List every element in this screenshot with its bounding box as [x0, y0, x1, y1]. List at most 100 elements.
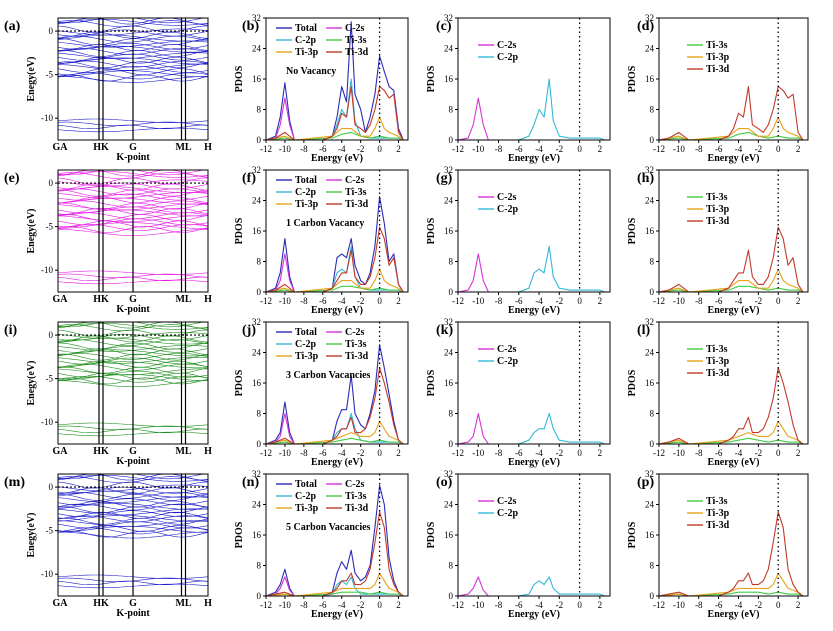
pdos-xtick-label: -8	[495, 144, 503, 154]
legend-label: C-2s	[497, 192, 517, 203]
band-structure-panel: 0 -5 -10 GA HK G ML H K-point Enegy(eV) (m)	[4, 473, 212, 619]
pdos-ytick-label: 8	[449, 409, 454, 419]
pdos-xtick-label: -8	[300, 600, 308, 610]
pdos-xtick-label: -8	[695, 600, 703, 610]
pdos-xtick-label: -12	[260, 296, 272, 306]
pdos-ytick-label: 16	[645, 530, 655, 540]
pdos-xtick-label: 0	[377, 600, 382, 610]
band-frame	[57, 321, 209, 445]
legend-label: Ti-3s	[706, 192, 728, 203]
legend-label: C-2s	[345, 175, 365, 186]
pdos-xtick-label: -2	[556, 448, 564, 458]
panel-label: (o)	[436, 475, 453, 490]
pdos-ytick-label: 0	[449, 135, 454, 145]
legend-label: C-2p	[497, 508, 519, 519]
series-line-c-2p	[458, 576, 606, 597]
band-frame	[57, 17, 209, 141]
series-line-c-2p	[458, 245, 606, 293]
kpoint-label: GA	[53, 446, 69, 457]
pdos-xlabel: Energy (eV)	[508, 305, 560, 316]
pdos-xtick-label: -10	[673, 448, 685, 458]
pdos-xtick-label: -4	[338, 600, 346, 610]
pdos-xtick-label: -10	[472, 600, 484, 610]
series-line-ti-3p	[265, 572, 404, 597]
pdos-xtick-label: -4	[535, 296, 543, 306]
legend-label: Total	[295, 175, 317, 186]
pdos-ytick-label: 8	[650, 561, 655, 571]
legend-label: C-2p	[295, 35, 317, 46]
pdos-xtick-label: -4	[735, 448, 743, 458]
pdos-xtick-label: -12	[452, 448, 464, 458]
legend-label: Ti-3p	[706, 204, 730, 215]
pdos-ytick-label: 32	[645, 165, 654, 175]
pdos-ytick-label: 24	[645, 500, 655, 510]
panel-label: (a)	[4, 19, 21, 34]
pdos-xtick-label: -10	[673, 600, 685, 610]
panel-label: (i)	[4, 323, 18, 338]
pdos-xtick-label: 0	[776, 144, 781, 154]
pdos-ytick-label: 0	[257, 439, 262, 449]
band-ytick-label: -10	[41, 265, 53, 275]
pdos-ylabel: PDOS	[627, 217, 638, 244]
kpoint-label: G	[129, 446, 137, 457]
legend-label: Ti-3p	[706, 52, 730, 63]
pdos-ylabel: PDOS	[426, 369, 437, 396]
legend-label: Ti-3d	[345, 199, 369, 210]
legend-label: C-2p	[497, 356, 519, 367]
legend-label: C-2p	[295, 187, 317, 198]
pdos-frame	[658, 17, 809, 141]
legend-label: Ti-3d	[706, 368, 730, 379]
band-ylabel: Enegy(eV)	[26, 361, 37, 406]
pdos-ytick-label: 32	[645, 469, 654, 479]
series-line-ti-3d	[658, 86, 804, 141]
kpoint-label: H	[204, 598, 212, 609]
pdos-xtick-label: 2	[796, 296, 801, 306]
panel-label: (l)	[637, 323, 651, 338]
pdos-panel-ti: -12 -10 -8 -6 -4 -2 0 2 Energy (eV) 0 8 16 24 32 PDOS (…	[627, 469, 809, 620]
band-ytick-label: -5	[46, 70, 54, 80]
legend-label: Total	[295, 23, 317, 34]
pdos-panel-carbon: -12 -10 -8 -6 -4 -2 0 2 Energy (eV) 0 8 16 24 32 PDOS (…	[426, 469, 611, 620]
series-line-ti-3p	[265, 268, 404, 293]
series-line-ti-3p	[658, 268, 804, 293]
legend-label: Ti-3d	[706, 216, 730, 227]
pdos-ytick-label: 24	[252, 44, 262, 54]
band-structure-panel: 0 -5 -10 GA HK G ML H K-point Enegy(eV) (e)	[4, 169, 212, 315]
pdos-xtick-label: 2	[396, 296, 401, 306]
pdos-xtick-label: 0	[577, 600, 582, 610]
band-ylabel: Enegy(eV)	[26, 57, 37, 102]
pdos-xtick-label: -2	[357, 296, 365, 306]
pdos-xlabel: Energy (eV)	[508, 153, 560, 164]
pdos-xtick-label: -2	[556, 144, 564, 154]
band-ytick-label: -5	[46, 526, 54, 536]
legend-label: C-2s	[497, 344, 517, 355]
panel-label: (k)	[436, 323, 453, 338]
pdos-xtick-label: 2	[796, 448, 801, 458]
pdos-xtick-label: -12	[260, 448, 272, 458]
pdos-ytick-label: 24	[444, 500, 454, 510]
pdos-ytick-label: 16	[645, 74, 655, 84]
band-ytick-label: 0	[49, 26, 54, 36]
band-frame	[57, 169, 209, 293]
vacancy-annotation: 5 Carbon Vacancies	[286, 522, 371, 533]
pdos-ytick-label: 8	[650, 409, 655, 419]
series-line-total	[265, 484, 404, 597]
legend-label: Total	[295, 479, 317, 490]
pdos-ylabel: PDOS	[234, 217, 245, 244]
band-xlabel: K-point	[116, 304, 150, 315]
panel-label: (n)	[242, 475, 259, 490]
pdos-xlabel: Energy (eV)	[311, 609, 363, 620]
pdos-xtick-label: 2	[396, 448, 401, 458]
pdos-ytick-label: 0	[650, 135, 655, 145]
pdos-xtick-label: -12	[260, 144, 272, 154]
pdos-ytick-label: 0	[257, 591, 262, 601]
pdos-ylabel: PDOS	[234, 521, 245, 548]
pdos-ytick-label: 8	[449, 561, 454, 571]
pdos-xtick-label: 0	[776, 600, 781, 610]
series-line-ti-3d	[658, 226, 804, 293]
pdos-xtick-label: -12	[452, 144, 464, 154]
pdos-ytick-label: 0	[650, 591, 655, 601]
pdos-xtick-label: -8	[300, 448, 308, 458]
pdos-xtick-label: -10	[472, 144, 484, 154]
